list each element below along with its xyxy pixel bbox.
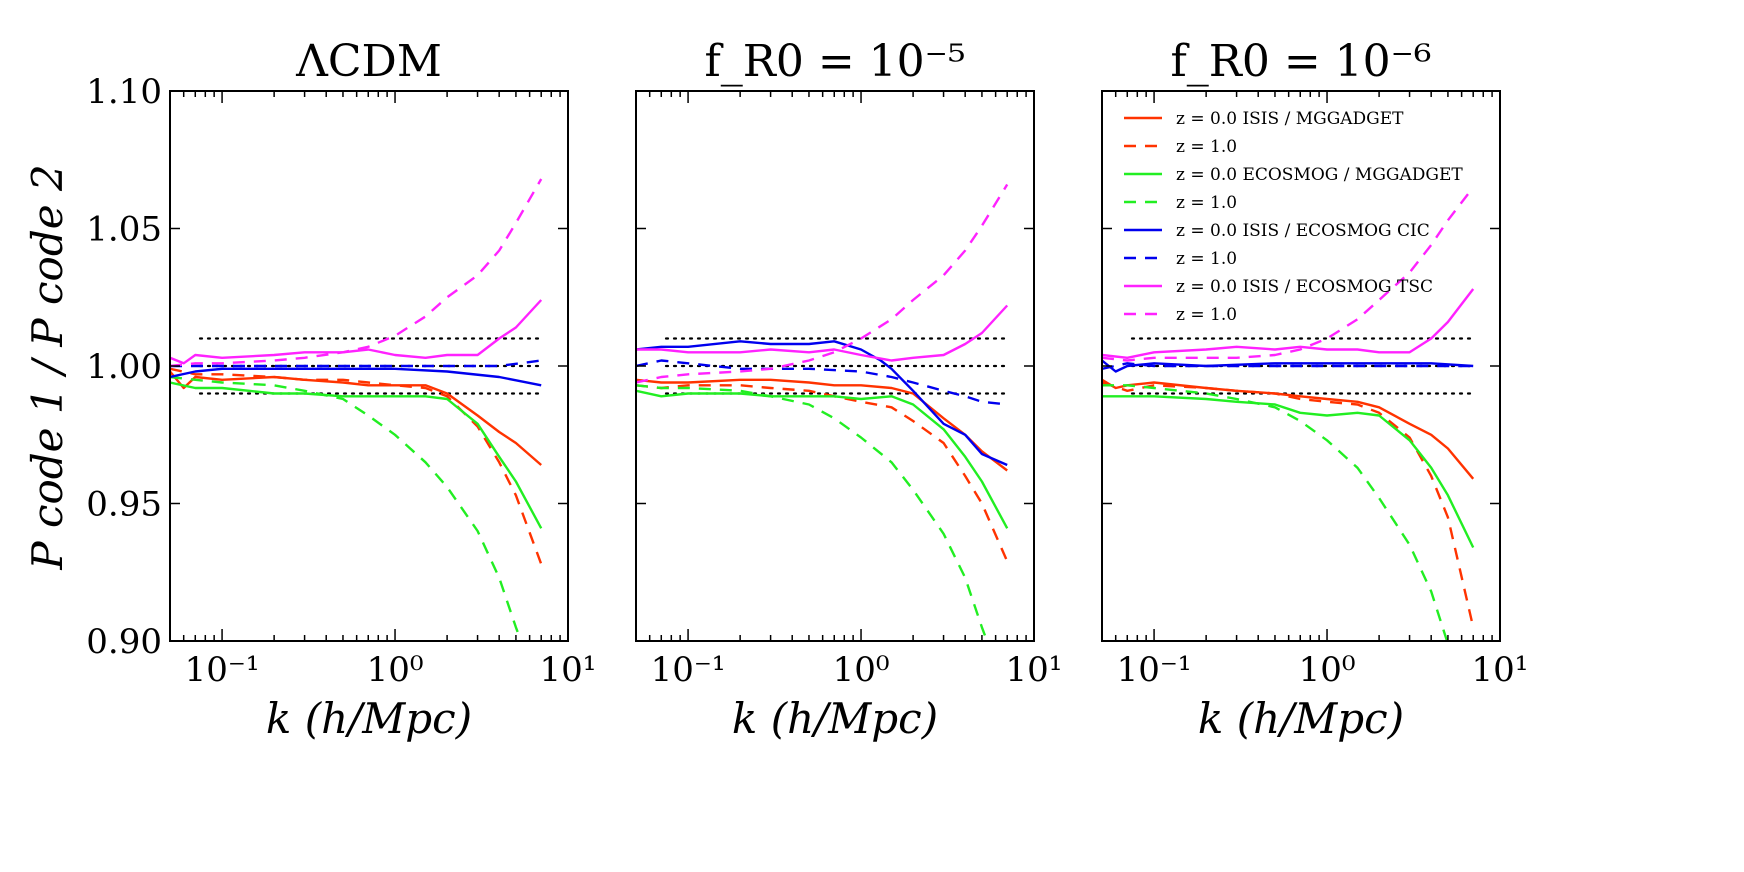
series-line <box>636 359 1008 406</box>
series-line <box>636 183 1009 384</box>
series-line <box>636 389 1009 529</box>
legend-entry: z = 1.0 <box>1124 137 1237 157</box>
series-line <box>170 367 542 387</box>
series-line <box>170 381 543 529</box>
series-line <box>170 178 543 368</box>
panel-title: f_R0 = 10⁻⁶ <box>1170 36 1431 87</box>
series-line <box>170 299 543 365</box>
legend-entry: z = 0.0 ECOSMOG / MGGADGET <box>1124 165 1463 185</box>
y-tick-label: 1.05 <box>86 210 162 250</box>
x-tick-label: 10⁻¹ <box>1117 650 1192 690</box>
legend-entry: z = 0.0 ISIS / ECOSMOG TSC <box>1124 277 1433 297</box>
series-line <box>1102 359 1474 373</box>
series-line <box>1102 186 1475 362</box>
legend-label: z = 1.0 <box>1176 193 1237 213</box>
series-line <box>636 384 989 641</box>
y-tick-label: 0.95 <box>86 485 162 525</box>
legend-label: z = 1.0 <box>1176 137 1237 157</box>
legend-entry: z = 1.0 <box>1124 305 1237 325</box>
x-tick-label: 10⁻¹ <box>651 650 726 690</box>
legend-label: z = 0.0 ISIS / ECOSMOG TSC <box>1176 277 1433 297</box>
legend-entry: z = 0.0 ISIS / MGGADGET <box>1124 109 1404 129</box>
x-axis-label: k (h/Mpc) <box>266 694 472 743</box>
x-tick-label: 10⁰ <box>833 650 890 690</box>
legend-label: z = 0.0 ECOSMOG / MGGADGET <box>1176 165 1463 185</box>
y-axis-label: P code 1 / P code 2 <box>23 164 72 570</box>
legend-entry: z = 1.0 <box>1124 193 1237 213</box>
x-axis-label: k (h/Mpc) <box>1198 694 1404 743</box>
y-tick-label: 1.00 <box>86 347 162 387</box>
series-line <box>170 375 523 641</box>
legend-label: z = 0.0 ISIS / MGGADGET <box>1176 109 1404 129</box>
series-line <box>1102 381 1475 628</box>
y-tick-label: 0.90 <box>86 622 162 662</box>
series-line <box>170 370 542 466</box>
series-line <box>1102 378 1475 480</box>
x-tick-label: 10¹ <box>1006 650 1063 690</box>
series-line <box>1102 362 1474 370</box>
legend: z = 0.0 ISIS / MGGADGET z = 1.0 z = 0.0 EC… <box>1124 109 1463 325</box>
legend-label: z = 0.0 ISIS / ECOSMOG CIC <box>1176 221 1430 241</box>
panel-3: f_R0 = 10⁻⁶ 10⁻¹ 10⁰ 10¹ k (h/Mpc) <box>1101 36 1529 743</box>
series-line <box>1102 395 1475 549</box>
series-line <box>636 340 1008 467</box>
series-line <box>636 384 1009 562</box>
series-group <box>1102 186 1475 641</box>
panel-title: ΛCDM <box>295 36 442 87</box>
x-tick-label: 10⁰ <box>367 650 424 690</box>
series-line <box>170 367 543 565</box>
x-tick-label: 10¹ <box>1472 650 1529 690</box>
series-line <box>636 304 1009 362</box>
legend-label: z = 1.0 <box>1176 249 1237 269</box>
series-line <box>170 359 542 368</box>
x-axis-label: k (h/Mpc) <box>732 694 938 743</box>
panel-1: ΛCDM 0.90 0.95 1.00 1.05 1.10 10⁻¹ 10⁰ 10¹ k (h/M… <box>86 36 596 743</box>
panels: ΛCDM 0.90 0.95 1.00 1.05 1.10 10⁻¹ 10⁰ 10¹ k (h/M… <box>86 36 1528 743</box>
series-line <box>1102 384 1449 641</box>
series-group <box>636 183 1009 641</box>
panel-title: f_R0 = 10⁻⁵ <box>704 36 965 87</box>
panel-2: f_R0 = 10⁻⁵ 10⁻¹ 10⁰ 10¹ k (h/Mpc) <box>635 36 1063 743</box>
series-group <box>170 178 543 641</box>
series-line <box>1102 288 1475 359</box>
x-tick-label: 10¹ <box>540 650 597 690</box>
x-tick-label: 10⁰ <box>1299 650 1356 690</box>
y-tick-label: 1.10 <box>86 72 162 112</box>
x-tick-label: 10⁻¹ <box>185 650 260 690</box>
legend-label: z = 1.0 <box>1176 305 1237 325</box>
legend-entry: z = 1.0 <box>1124 249 1237 269</box>
legend-entry: z = 0.0 ISIS / ECOSMOG CIC <box>1124 221 1430 241</box>
